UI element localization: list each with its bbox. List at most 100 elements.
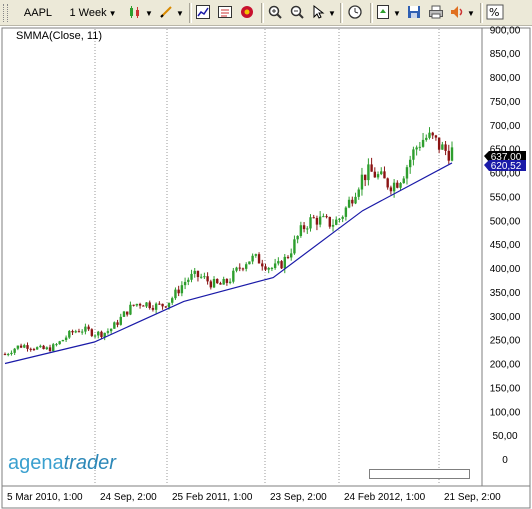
candle-body: [203, 276, 206, 278]
candle-body: [351, 199, 354, 204]
candle-body: [209, 281, 213, 288]
chevron-down-icon: ▼: [467, 8, 475, 18]
x-axis-label: 24 Feb 2012, 1:00: [344, 492, 426, 503]
candle-body: [431, 132, 434, 136]
candle-body: [190, 273, 193, 280]
candle-body: [383, 171, 386, 179]
save-icon: [406, 4, 422, 23]
save-button[interactable]: [404, 3, 424, 23]
candle-body: [129, 304, 132, 315]
settings-button[interactable]: [237, 3, 257, 23]
zoom-in-icon: [267, 4, 283, 23]
candle-body: [412, 149, 415, 160]
toolbar-grip[interactable]: [3, 4, 8, 22]
candle-type-button[interactable]: ▼: [128, 3, 153, 23]
candle-body: [299, 225, 303, 236]
candle-body: [45, 347, 49, 350]
last-price-badge: [484, 151, 526, 162]
candle-body: [19, 345, 23, 348]
candle-body: [312, 217, 315, 219]
percent-button[interactable]: %: [484, 3, 506, 23]
chevron-down-icon: ▼: [393, 8, 401, 18]
y-axis-tick-label: 100,00: [490, 407, 521, 418]
candle-body: [222, 278, 225, 285]
candle-body: [232, 270, 235, 282]
candle-body: [341, 216, 344, 219]
drawing-tools-button[interactable]: ▼: [158, 3, 184, 23]
x-axis-label: 23 Sep, 2:00: [270, 492, 327, 503]
candle-body: [39, 345, 42, 348]
candle-body: [161, 303, 164, 307]
y-axis-tick-label: 250,00: [490, 336, 521, 347]
candle-body: [135, 303, 139, 306]
candle-body: [74, 331, 77, 333]
y-axis-tick-label: 650,00: [490, 145, 521, 156]
sound-icon: [449, 4, 465, 23]
candle-body: [283, 256, 286, 269]
price-chart[interactable]: 900,00 850,00 800,00 750,00 700,00 650,00 600,…: [0, 26, 532, 509]
candle-body: [347, 199, 351, 208]
candle-body: [418, 146, 422, 148]
candle-body: [421, 139, 425, 147]
candle-body: [116, 322, 119, 325]
gridlines: [94, 29, 440, 485]
candle-body: [354, 196, 357, 204]
smma-badge: [484, 160, 526, 171]
smma-value: 620,52: [491, 161, 522, 172]
y-axis-tick-label: 350,00: [490, 288, 521, 299]
candle-body: [3, 353, 7, 355]
toolbar-separator: [189, 3, 192, 23]
candle-body: [187, 279, 190, 282]
candle-body: [441, 144, 444, 150]
logo-part-agena: agena: [8, 452, 64, 474]
candle-body: [138, 303, 142, 306]
candle-body: [164, 306, 167, 308]
time-axis[interactable]: [1, 485, 531, 509]
zoom-in-button[interactable]: [265, 3, 285, 23]
candle-body: [309, 217, 312, 229]
clock-button[interactable]: [344, 3, 366, 23]
sound-button[interactable]: ▼: [448, 3, 476, 23]
timeframe-selector[interactable]: 1 Week ▼: [62, 3, 124, 23]
candle-body: [399, 183, 402, 188]
candle-body: [48, 347, 52, 352]
smma-line: [4, 162, 453, 365]
zoom-out-button[interactable]: [287, 3, 307, 23]
svg-text:%: %: [489, 6, 499, 19]
candle-body: [32, 349, 36, 351]
toolbar-separator: [340, 3, 343, 23]
cursor-mode-button[interactable]: ▼: [309, 3, 337, 23]
candle-body: [257, 254, 261, 264]
candle-body: [77, 331, 81, 333]
y-axis-tick-label: 150,00: [490, 383, 521, 394]
candle-body: [270, 268, 274, 270]
y-axis-tick-label: 200,00: [490, 360, 521, 371]
candle-body: [437, 137, 441, 150]
y-axis-tick-label: 400,00: [490, 264, 521, 275]
candle-body: [29, 348, 32, 350]
y-axis-tick-label: 700,00: [490, 121, 521, 132]
indicator-button[interactable]: [215, 3, 235, 23]
x-axis-label: 25 Feb 2011, 1:00: [172, 492, 253, 503]
candle-body: [392, 182, 396, 192]
candle-body: [145, 302, 148, 307]
y-axis-tick-label: 600,00: [490, 169, 521, 180]
candle-body: [235, 267, 238, 271]
plot-area[interactable]: [1, 27, 483, 487]
y-axis-tick-label: 900,00: [490, 26, 521, 36]
candle-body: [126, 311, 129, 315]
chart-properties-button[interactable]: [193, 3, 213, 23]
candle-body: [254, 254, 258, 256]
instrument-selector[interactable]: AAPL: [14, 3, 62, 23]
candle-body: [408, 159, 412, 168]
candle-body: [148, 302, 151, 309]
clock-icon: [347, 4, 363, 23]
chart-scroll-box[interactable]: [369, 469, 470, 479]
candle-body: [405, 167, 409, 179]
candle-body: [97, 331, 100, 336]
candle-body: [302, 225, 306, 230]
print-button[interactable]: [426, 3, 446, 23]
candle-body: [273, 263, 277, 269]
template-button[interactable]: ▼: [374, 3, 402, 23]
candle-body: [396, 182, 399, 188]
